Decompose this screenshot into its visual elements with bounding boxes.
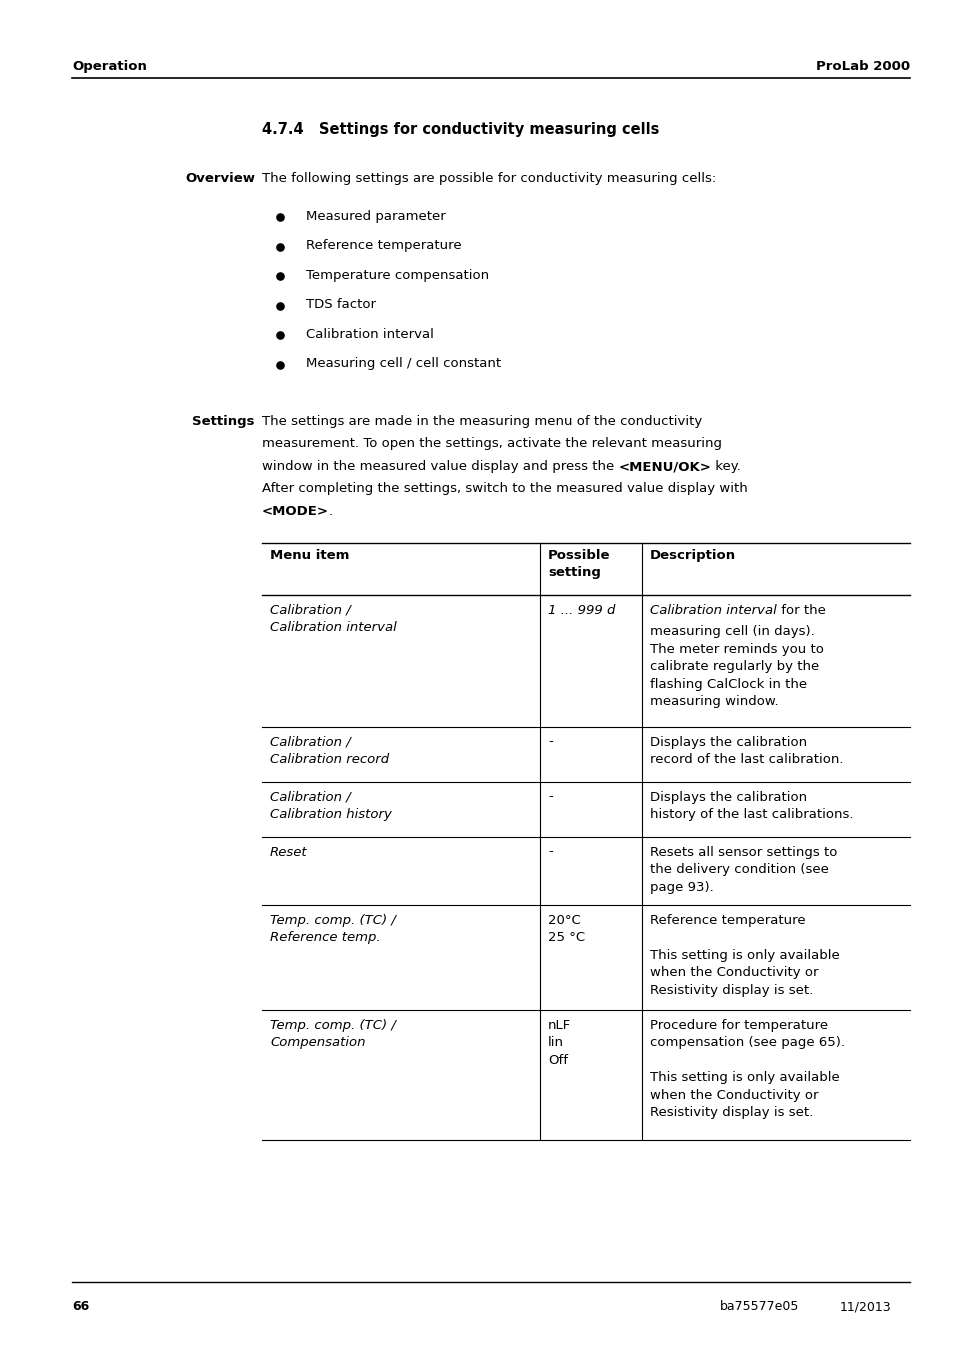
Text: Calibration interval: Calibration interval <box>649 603 776 617</box>
Text: Operation: Operation <box>71 59 147 73</box>
Text: <MODE>: <MODE> <box>262 505 329 518</box>
Text: Displays the calibration
record of the last calibration.: Displays the calibration record of the l… <box>649 736 842 765</box>
Text: Temp. comp. (TC) /
Compensation: Temp. comp. (TC) / Compensation <box>270 1018 395 1049</box>
Text: Calibration /
Calibration history: Calibration / Calibration history <box>270 791 392 821</box>
Text: 4.7.4   Settings for conductivity measuring cells: 4.7.4 Settings for conductivity measurin… <box>262 122 659 136</box>
Text: Resets all sensor settings to
the delivery condition (see
page 93).: Resets all sensor settings to the delive… <box>649 845 837 894</box>
Text: Temp. comp. (TC) /
Reference temp.: Temp. comp. (TC) / Reference temp. <box>270 914 395 944</box>
Text: 1 ... 999 d: 1 ... 999 d <box>547 603 615 617</box>
Text: <MENU/OK>: <MENU/OK> <box>618 460 711 472</box>
Text: Measuring cell / cell constant: Measuring cell / cell constant <box>306 358 500 370</box>
Text: Calibration interval: Calibration interval <box>649 603 776 617</box>
Text: <MODE>: <MODE> <box>262 505 329 518</box>
Text: 20°C
25 °C: 20°C 25 °C <box>547 914 584 944</box>
Text: ProLab 2000: ProLab 2000 <box>815 59 909 73</box>
Text: Reset: Reset <box>270 845 307 859</box>
Text: -: - <box>547 791 552 803</box>
Text: Overview: Overview <box>185 171 254 185</box>
Text: Calibration /
Calibration interval: Calibration / Calibration interval <box>270 603 396 634</box>
Text: 66: 66 <box>71 1300 90 1314</box>
Text: TDS factor: TDS factor <box>306 298 375 312</box>
Text: measurement. To open the settings, activate the relevant measuring: measurement. To open the settings, activ… <box>262 437 721 451</box>
Text: The settings are made in the measuring menu of the conductivity: The settings are made in the measuring m… <box>262 414 701 428</box>
Text: Temperature compensation: Temperature compensation <box>306 269 489 282</box>
Text: -: - <box>547 736 552 748</box>
Text: ba75577e05: ba75577e05 <box>720 1300 799 1314</box>
Text: Displays the calibration
history of the last calibrations.: Displays the calibration history of the … <box>649 791 853 821</box>
Text: Measured parameter: Measured parameter <box>306 211 445 223</box>
Text: window in the measured value display and press the: window in the measured value display and… <box>262 460 618 472</box>
Text: Calibration interval: Calibration interval <box>306 328 434 342</box>
Text: The following settings are possible for conductivity measuring cells:: The following settings are possible for … <box>262 171 716 185</box>
Text: Calibration /
Calibration record: Calibration / Calibration record <box>270 736 389 765</box>
Text: Reference temperature

This setting is only available
when the Conductivity or
R: Reference temperature This setting is on… <box>649 914 839 996</box>
Text: Menu item: Menu item <box>270 549 349 562</box>
Text: key.: key. <box>711 460 740 472</box>
Text: measuring cell (in days).
The meter reminds you to
calibrate regularly by the
fl: measuring cell (in days). The meter remi… <box>649 625 823 709</box>
Text: Possible
setting: Possible setting <box>547 549 610 579</box>
Text: window in the measured value display and press the: window in the measured value display and… <box>262 460 618 472</box>
Text: .: . <box>329 505 333 518</box>
Text: nLF
lin
Off: nLF lin Off <box>547 1018 571 1066</box>
Text: Procedure for temperature
compensation (see page 65).

This setting is only avai: Procedure for temperature compensation (… <box>649 1018 844 1119</box>
Text: Reference temperature: Reference temperature <box>306 239 461 252</box>
Text: <MENU/OK>: <MENU/OK> <box>618 460 711 472</box>
Text: for the: for the <box>776 603 824 617</box>
Text: Description: Description <box>649 549 736 562</box>
Text: Settings: Settings <box>193 414 254 428</box>
Text: 11/2013: 11/2013 <box>840 1300 891 1314</box>
Text: After completing the settings, switch to the measured value display with: After completing the settings, switch to… <box>262 482 747 495</box>
Text: -: - <box>547 845 552 859</box>
